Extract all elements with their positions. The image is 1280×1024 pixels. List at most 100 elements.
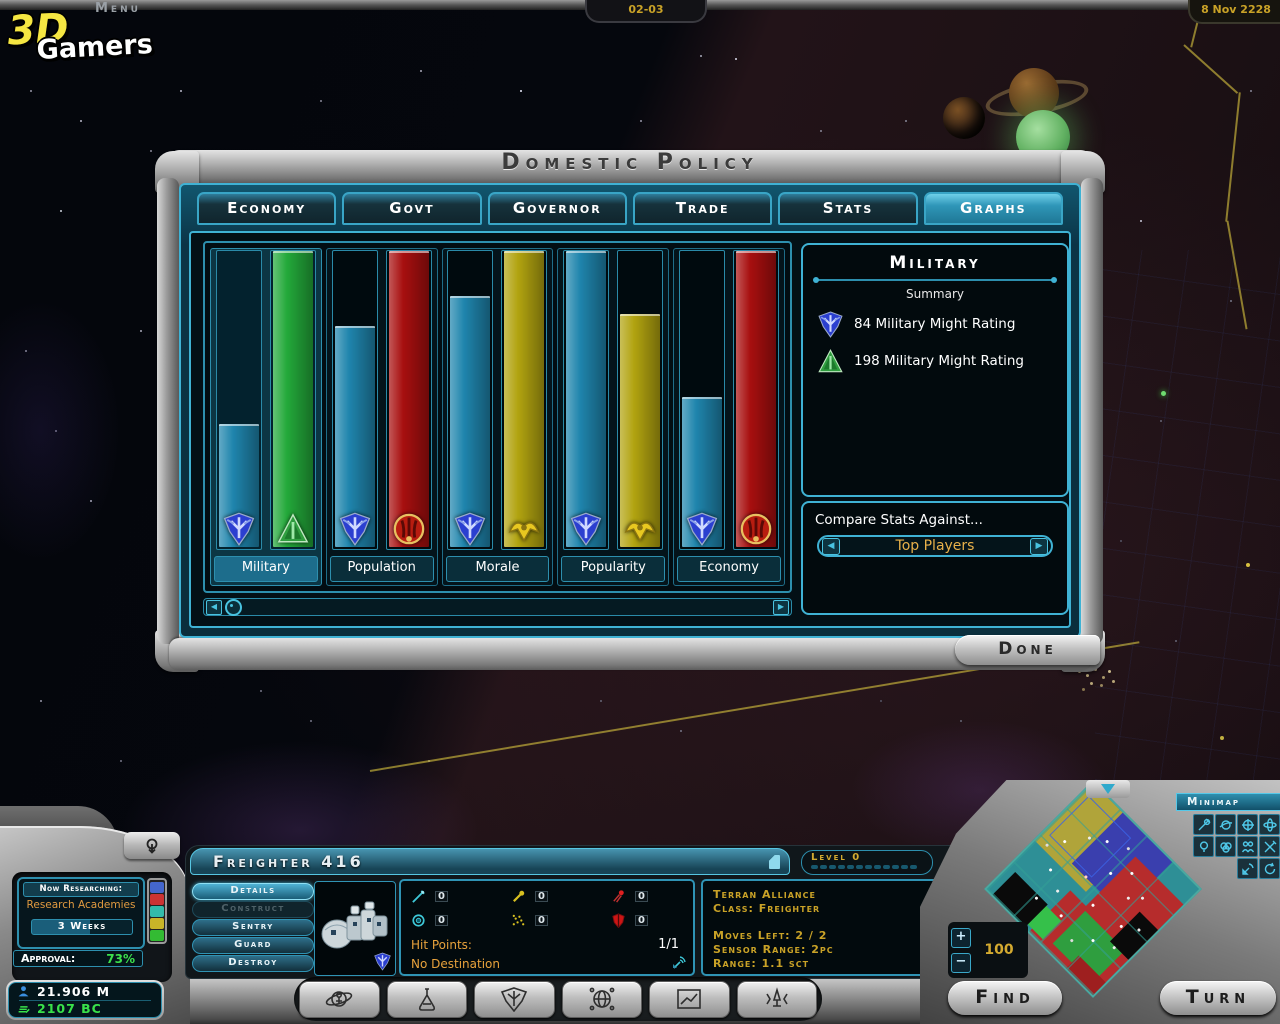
- chart-category-military[interactable]: Military: [214, 556, 318, 582]
- ship-name: Freighter 416: [213, 852, 364, 871]
- ship-level-box: Level 0: [801, 850, 933, 875]
- bar-pair: [214, 250, 318, 552]
- ships-button[interactable]: [736, 980, 817, 1018]
- chart-group-morale[interactable]: Morale: [441, 248, 554, 586]
- radar-icon[interactable]: [1237, 858, 1258, 879]
- bar-terran-military: [218, 423, 259, 547]
- summary-entry: 198 Military Might Rating: [817, 346, 1057, 376]
- chart-scrollbar[interactable]: ◀ ▶: [203, 598, 792, 616]
- map-object-dot: [1161, 391, 1166, 396]
- armor-icon: [612, 913, 625, 928]
- compare-value: Top Players: [895, 538, 975, 554]
- scroll-handle[interactable]: [225, 598, 242, 616]
- chart-category-morale[interactable]: Morale: [445, 556, 550, 582]
- population-icon: [18, 986, 29, 997]
- research-button[interactable]: [386, 980, 467, 1018]
- population-value: 21.906 M: [37, 984, 111, 1000]
- tab-graphs[interactable]: Graphs: [923, 192, 1063, 225]
- lightbulb-icon[interactable]: [1193, 836, 1214, 857]
- find-button[interactable]: Find: [948, 981, 1062, 1015]
- colonies-icon: [326, 991, 353, 1007]
- ship-stats-panel: 0 0 0 0 0 0 Hit Points: 1/: [399, 879, 695, 976]
- compare-next-arrow-icon[interactable]: ▶: [1030, 537, 1048, 555]
- population-icon[interactable]: [1237, 836, 1258, 857]
- refresh-icon[interactable]: [1259, 858, 1280, 879]
- approval-indicator: Approval: 73%: [13, 950, 143, 967]
- bar-terran-economy-track: [679, 250, 726, 550]
- moon-planet[interactable]: [943, 97, 985, 139]
- zoom-value: 100: [984, 942, 1014, 958]
- satellite-icon[interactable]: [1193, 814, 1214, 835]
- tab-economy[interactable]: Economy: [197, 192, 337, 225]
- armor-value: 0: [635, 915, 648, 926]
- divider: [19, 999, 151, 1001]
- turn-button[interactable]: Turn: [1160, 981, 1276, 1015]
- legend-green: [150, 929, 164, 941]
- zoom-out-button[interactable]: −: [951, 952, 971, 973]
- helm-icon[interactable]: [1237, 814, 1258, 835]
- summary-entry-text: 84 Military Might Rating: [854, 316, 1016, 332]
- bar-pair: [330, 250, 434, 552]
- tab-governor[interactable]: Governor: [487, 192, 627, 225]
- stats-icon: [677, 989, 702, 1009]
- tab-stats[interactable]: Stats: [778, 192, 918, 225]
- graphs-content: Military Population Morale Popularity Econom…: [189, 231, 1071, 628]
- zoom-in-button[interactable]: +: [951, 927, 971, 948]
- auto-survey-icon[interactable]: [671, 954, 688, 971]
- terran-shield-icon: [453, 512, 487, 546]
- chart-group-popularity[interactable]: Popularity: [557, 248, 670, 586]
- guard-button[interactable]: Guard: [192, 937, 314, 954]
- planet-icon[interactable]: [1215, 814, 1236, 835]
- compare-prev-arrow-icon[interactable]: ◀: [822, 537, 840, 555]
- tab-govt[interactable]: Govt: [342, 192, 482, 225]
- terran-shield-icon: [338, 512, 372, 546]
- armor-stat: 0: [611, 913, 648, 928]
- diplomacy-icon: [589, 987, 615, 1011]
- bar-rival-population: [388, 251, 429, 547]
- bar-terran-morale: [450, 295, 491, 547]
- ship-sensor: Sensor Range: 2pc: [713, 943, 834, 956]
- bar-pair: [561, 250, 665, 552]
- chart-category-popularity[interactable]: Popularity: [561, 556, 666, 582]
- colonies-button[interactable]: [299, 980, 380, 1018]
- chart-group-military[interactable]: Military: [210, 248, 322, 586]
- atom-icon[interactable]: [1259, 814, 1280, 835]
- chart-category-economy[interactable]: Economy: [677, 556, 781, 582]
- tools-icon[interactable]: [1259, 836, 1280, 857]
- research-panel[interactable]: Now Researching: Research Academies 3 We…: [17, 877, 145, 949]
- details-button[interactable]: Details: [192, 883, 314, 900]
- ringed-planet[interactable]: [983, 66, 1091, 123]
- credits-icon: [18, 1005, 30, 1013]
- point-defense-value: 0: [535, 915, 548, 926]
- ship-report-icon[interactable]: [769, 855, 780, 869]
- bar-terran-popularity-track: [563, 250, 610, 550]
- scroll-right-arrow-icon[interactable]: ▶: [773, 599, 789, 615]
- mass-driver-value: 0: [535, 891, 548, 902]
- compare-label: Compare Stats Against...: [815, 512, 983, 528]
- destroy-button[interactable]: Destroy: [192, 955, 314, 972]
- legend-teal: [150, 905, 164, 917]
- diplomacy-button[interactable]: [561, 980, 642, 1018]
- sentry-button[interactable]: Sentry: [192, 919, 314, 936]
- bar-terran-morale-track: [447, 250, 494, 550]
- tab-trade[interactable]: Trade: [632, 192, 773, 225]
- bar-groups: Military Population Morale Popularity Econom…: [210, 248, 785, 586]
- done-button[interactable]: Done: [955, 635, 1100, 665]
- bar-rival-economy: [736, 251, 777, 547]
- destination-status: No Destination: [411, 957, 500, 971]
- research-header: Now Researching:: [23, 882, 139, 897]
- stats-button[interactable]: [649, 980, 730, 1018]
- minimap-collapse-button[interactable]: [1086, 780, 1130, 798]
- scroll-left-arrow-icon[interactable]: ◀: [206, 599, 222, 615]
- chart-category-population[interactable]: Population: [329, 556, 434, 582]
- menu-button[interactable]: Menu: [95, 1, 141, 16]
- compare-selector[interactable]: ◀ Top Players ▶: [817, 535, 1053, 557]
- military-button[interactable]: [474, 980, 555, 1018]
- chart-group-economy[interactable]: Economy: [673, 248, 785, 586]
- collapse-hud-button[interactable]: [124, 832, 180, 859]
- population-row: 21.906 M: [17, 984, 153, 1000]
- diplomacy-icon[interactable]: [1215, 836, 1236, 857]
- bar-pair: [677, 250, 781, 552]
- chart-group-population[interactable]: Population: [325, 248, 438, 586]
